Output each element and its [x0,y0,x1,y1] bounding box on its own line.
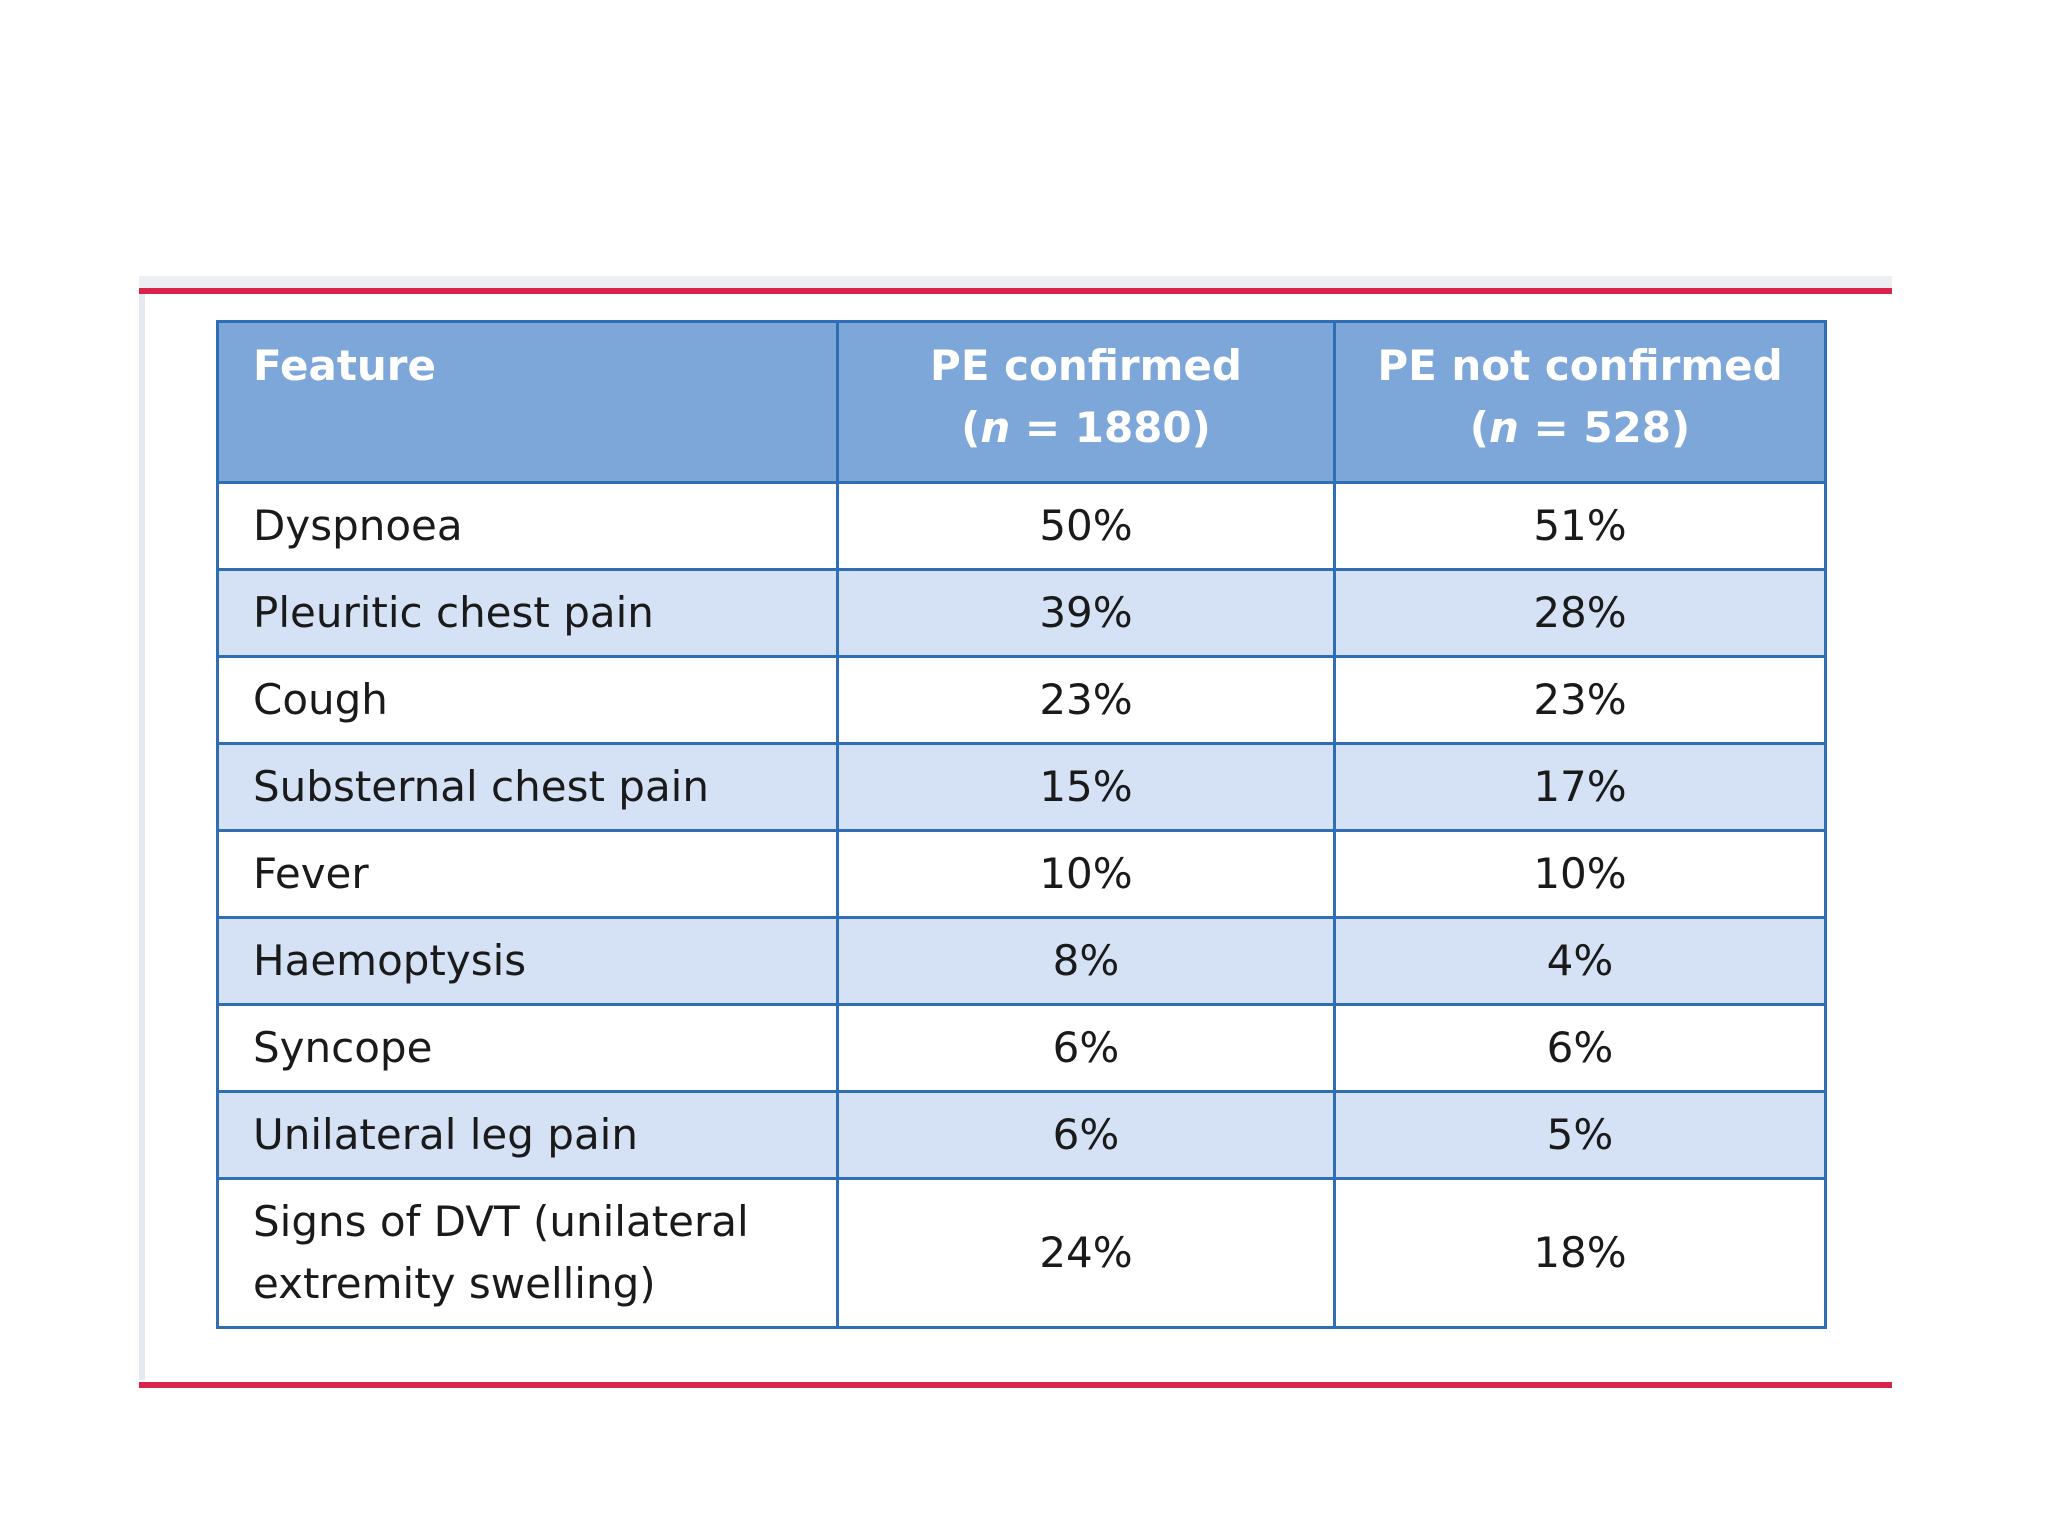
header-paren: ( [961,403,981,452]
cell-feature: Pleuritic chest pain [216,568,839,658]
cell-pe-confirmed: 10% [836,829,1336,919]
panel-left-edge [139,290,145,1380]
header-feature-label: Feature [253,341,436,390]
cell-feature: Unilateral leg pain [216,1090,839,1180]
table-row: Syncope 6% 6% [216,1003,1827,1093]
header-n-symbol: n [1488,403,1519,452]
cell-pe-not-confirmed: 4% [1333,916,1827,1006]
cell-pe-not-confirmed: 5% [1333,1090,1827,1180]
cell-pe-confirmed: 15% [836,742,1336,832]
cell-pe-not-confirmed: 23% [1333,655,1827,745]
table-row: Signs of DVT (unilateral extremity swell… [216,1177,1827,1329]
cell-feature: Haemoptysis [216,916,839,1006]
cell-pe-confirmed: 23% [836,655,1336,745]
cell-pe-confirmed: 6% [836,1090,1336,1180]
cell-pe-confirmed: 8% [836,916,1336,1006]
header-pe-not-confirmed-count: (n = 528) [1370,397,1790,459]
table-header-row: Feature PE confirmed (n = 1880) PE not c… [216,320,1827,484]
cell-pe-not-confirmed: 18% [1333,1177,1827,1329]
header-paren: ( [1469,403,1489,452]
cell-pe-confirmed: 24% [836,1177,1336,1329]
cell-pe-confirmed: 6% [836,1003,1336,1093]
cell-feature: Syncope [216,1003,839,1093]
cell-pe-not-confirmed: 10% [1333,829,1827,919]
header-pe-confirmed-label: PE confirmed [930,341,1242,390]
panel-top-shade [139,276,1892,290]
cell-pe-not-confirmed: 51% [1333,481,1827,571]
cell-feature: Signs of DVT (unilateral extremity swell… [216,1177,839,1329]
table-row: Unilateral leg pain 6% 5% [216,1090,1827,1180]
header-feature: Feature [216,320,839,484]
cell-feature: Substernal chest pain [216,742,839,832]
table-row: Pleuritic chest pain 39% 28% [216,568,1827,658]
cell-pe-confirmed: 50% [836,481,1336,571]
table-row: Dyspnoea 50% 51% [216,481,1827,571]
header-pe-confirmed: PE confirmed (n = 1880) [836,320,1336,484]
cell-feature: Fever [216,829,839,919]
cell-pe-not-confirmed: 6% [1333,1003,1827,1093]
cell-pe-not-confirmed: 17% [1333,742,1827,832]
table-row: Substernal chest pain 15% 17% [216,742,1827,832]
cell-pe-confirmed: 39% [836,568,1336,658]
header-count-value: = 528) [1518,403,1691,452]
cell-feature: Cough [216,655,839,745]
cell-feature: Dyspnoea [216,481,839,571]
clinical-features-table: Feature PE confirmed (n = 1880) PE not c… [216,320,1827,1329]
table-row: Haemoptysis 8% 4% [216,916,1827,1006]
table-row: Cough 23% 23% [216,655,1827,745]
header-pe-confirmed-count: (n = 1880) [873,397,1299,459]
header-pe-not-confirmed: PE not confirmed (n = 528) [1333,320,1827,484]
header-count-value: = 1880) [1010,403,1211,452]
table-row: Fever 10% 10% [216,829,1827,919]
bottom-accent-rule [139,1382,1892,1388]
header-pe-not-confirmed-label: PE not confirmed [1377,341,1783,390]
cell-pe-not-confirmed: 28% [1333,568,1827,658]
top-accent-rule [139,288,1892,294]
header-n-symbol: n [980,403,1011,452]
